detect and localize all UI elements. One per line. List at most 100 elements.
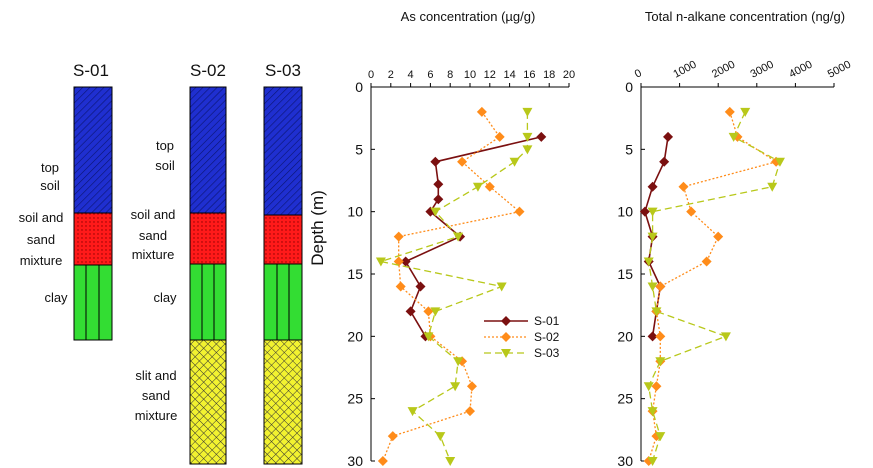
chart2-point-s-03 <box>740 107 751 117</box>
s02-slit-layer <box>189 339 227 465</box>
chart2-xtick-label: 5000 <box>826 59 853 81</box>
chart1-point-s-03 <box>522 107 533 117</box>
chart1-ytick-label: 15 <box>347 266 363 282</box>
chart1-ytick-label: 10 <box>347 204 363 220</box>
s02-clay-layer <box>189 263 227 341</box>
chart2-point-s-03 <box>647 282 658 292</box>
chart1-xtick-label: 16 <box>523 69 535 81</box>
label-top-soil-s02-line2: soil <box>155 158 175 173</box>
legend-marker-s-01 <box>501 316 511 326</box>
chart1-ytick-label: 25 <box>347 391 363 407</box>
legend-marker-s-02 <box>501 332 511 342</box>
chart2-point-s-01 <box>647 331 658 342</box>
chart1-xtick-label: 4 <box>408 69 414 81</box>
legend-label-s-02: S-02 <box>534 330 560 344</box>
chart1-point-s-02 <box>484 181 495 192</box>
chart2-point-s-03 <box>643 257 654 267</box>
chart2-point-s-01 <box>659 156 670 167</box>
label-slit-line2: sand <box>142 388 170 403</box>
s01-top-soil-layer <box>73 86 113 214</box>
chart1-point-s-02 <box>377 456 388 466</box>
label-sand-mix-s01-line1: soil and <box>19 210 64 225</box>
chart2-ytick-label: 30 <box>617 453 633 468</box>
label-top-soil-s01-line2: soil <box>40 178 60 193</box>
chart1-point-s-01 <box>433 194 444 205</box>
chart2-series-s-03 <box>648 111 781 462</box>
chart1-ytick-label: 30 <box>347 453 363 468</box>
chart2-point-s-03 <box>655 432 666 442</box>
chart1-point-s-03 <box>472 182 483 192</box>
chart2-title: Total n-alkane concentration (ng/g) <box>645 9 845 24</box>
chart2-point-s-02 <box>724 106 735 117</box>
chart2-ytick-label: 5 <box>625 141 633 157</box>
chart1-point-s-02 <box>514 206 525 217</box>
chart1-ytick-label: 20 <box>347 328 363 344</box>
chart1-point-s-01 <box>405 306 416 317</box>
chart2-ytick-label: 0 <box>625 79 633 95</box>
chart1-point-s-03 <box>430 307 441 317</box>
chart2-point-s-03 <box>647 457 658 466</box>
chart1-xtick-label: 0 <box>368 69 374 81</box>
chart2-xtick-label: 1000 <box>671 59 698 81</box>
chart2-point-s-03 <box>728 132 739 142</box>
core-s03 <box>263 86 303 465</box>
label-sand-mix-s02-line1: soil and <box>131 207 176 222</box>
chart-alkane-concentration: 0 1000 2000 3000 4000 5000 0 5 10 15 20 25 30 <box>617 59 853 468</box>
s03-sand-mix-layer <box>263 214 303 265</box>
chart1-point-s-01 <box>433 179 444 190</box>
chart1-point-s-02 <box>393 231 404 242</box>
s03-clay-layer <box>263 263 303 341</box>
core-label-s01: S-01 <box>73 61 109 80</box>
chart2-point-s-02 <box>655 331 666 342</box>
chart1-xtick-label: 20 <box>563 69 575 81</box>
chart2-point-s-03 <box>647 407 658 417</box>
chart1-point-s-03 <box>423 332 434 342</box>
s01-sand-mix-layer <box>73 212 113 266</box>
chart2-xtick-label: 2000 <box>710 59 737 81</box>
chart2-series-s-02 <box>648 111 778 462</box>
label-clay-s01: clay <box>44 290 68 305</box>
chart1-point-s-02 <box>395 281 406 292</box>
label-sand-mix-s01-line3: mixture <box>20 253 63 268</box>
chart2-ytick-label: 25 <box>617 391 633 407</box>
chart2-ytick-label: 10 <box>617 204 633 220</box>
chart1-xtick-label: 18 <box>543 69 555 81</box>
label-sand-mix-s02-line3: mixture <box>132 247 175 262</box>
chart2-point-s-03 <box>655 357 666 367</box>
chart2-point-s-02 <box>678 181 689 192</box>
chart1-point-s-03 <box>522 145 533 155</box>
label-top-soil-s01-line1: top <box>41 160 59 175</box>
chart2-point-s-03 <box>651 307 662 317</box>
chart2-xtick-label: 4000 <box>787 59 814 81</box>
chart2-point-s-03 <box>767 182 778 192</box>
s03-slit-layer <box>263 339 303 465</box>
core-s02 <box>189 86 227 465</box>
label-slit-line1: slit and <box>135 368 176 383</box>
chart1-point-s-01 <box>536 131 547 142</box>
s01-clay-layer <box>73 264 113 341</box>
legend-label-s-01: S-01 <box>534 314 560 328</box>
chart2-point-s-03 <box>647 207 658 217</box>
core-s01 <box>73 86 113 341</box>
label-sand-mix-s02-line2: sand <box>139 228 167 243</box>
legend-label-s-03: S-03 <box>534 346 560 360</box>
chart1-point-s-02 <box>494 131 505 142</box>
chart2-ytick-label: 15 <box>617 266 633 282</box>
chart2-point-s-02 <box>713 231 724 242</box>
chart1-point-s-03 <box>445 457 456 466</box>
chart2-point-s-03 <box>774 157 785 167</box>
s02-sand-mix-layer <box>189 212 227 265</box>
chart1-point-s-02 <box>423 306 434 317</box>
chart1-point-s-03 <box>522 132 533 142</box>
chart1-point-s-02 <box>465 406 475 417</box>
chart2-point-s-02 <box>701 256 712 267</box>
chart1-series-s-03 <box>378 111 529 462</box>
chart1-point-s-03 <box>496 282 507 292</box>
chart1-xtick-label: 12 <box>484 69 496 81</box>
label-slit-line3: mixture <box>135 408 178 423</box>
chart2-point-s-01 <box>639 206 650 217</box>
chart1-point-s-02 <box>476 106 487 117</box>
chart1-point-s-03 <box>375 257 386 267</box>
chart1-series-s-01 <box>404 136 542 337</box>
chart2-xtick-label: 0 <box>633 67 644 80</box>
